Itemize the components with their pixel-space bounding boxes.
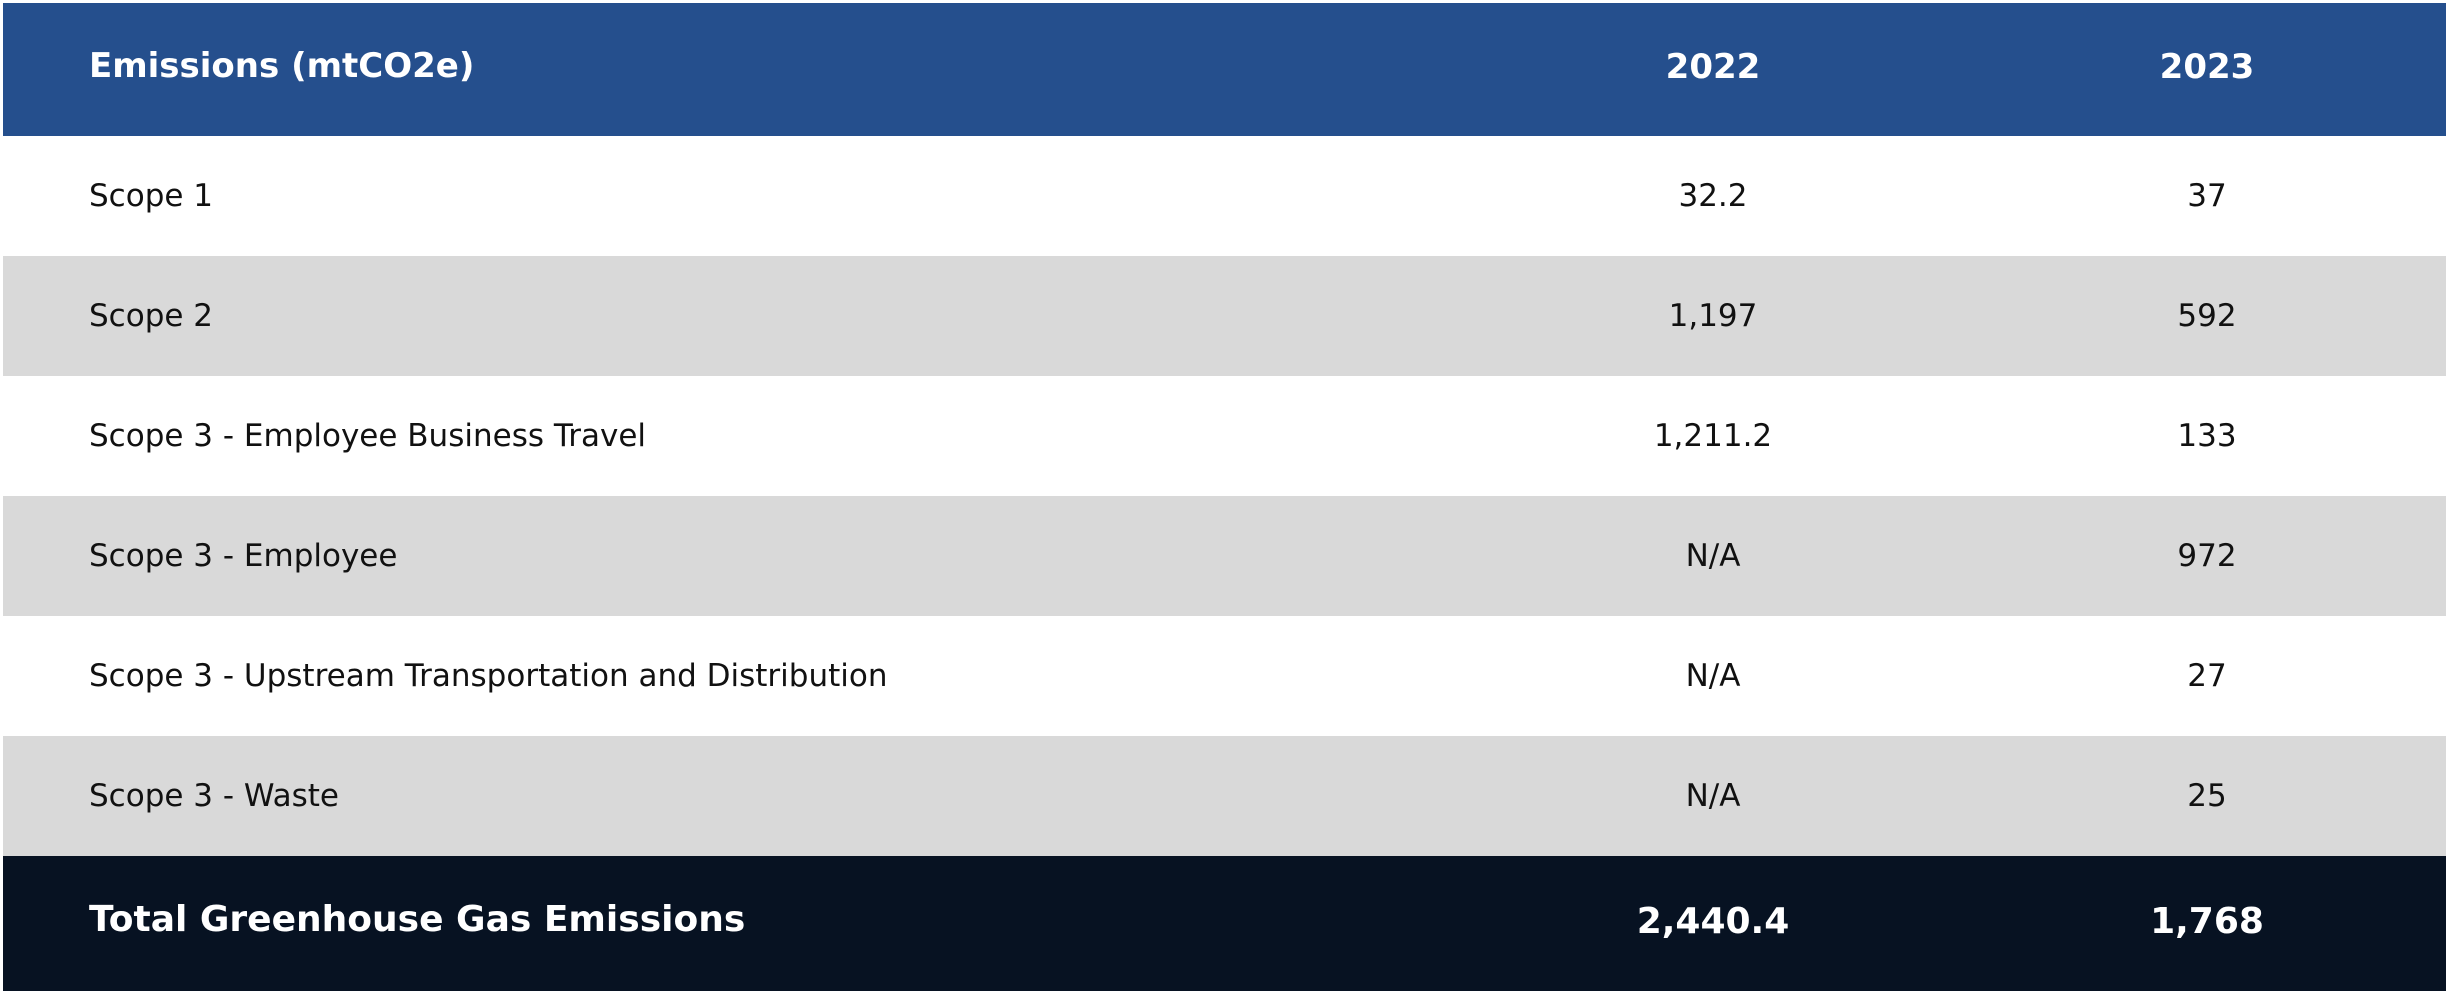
row-label: Scope 3 - Employee — [89, 538, 398, 574]
total-row: Total Greenhouse Gas Emissions 2,440.4 1… — [3, 856, 2446, 991]
total-label: Total Greenhouse Gas Emissions — [89, 899, 746, 940]
table-row: Scope 3 - Waste N/A 25 — [3, 736, 2446, 856]
row-value-2023: 37 — [2187, 178, 2227, 214]
row-value-2023: 25 — [2187, 778, 2227, 814]
total-value-2023: 1,768 — [2150, 901, 2264, 942]
row-value-2023: 972 — [2177, 538, 2237, 574]
header-emissions-label: Emissions (mtCO2e) — [89, 45, 475, 86]
row-value-2022: N/A — [1685, 778, 1741, 814]
table-row: Scope 2 1,197 592 — [3, 256, 2446, 376]
table-row: Scope 1 32.2 37 — [3, 136, 2446, 256]
row-value-2022: 32.2 — [1678, 178, 1748, 214]
row-value-2022: N/A — [1685, 538, 1741, 574]
table-row: Scope 3 - Employee N/A 972 — [3, 496, 2446, 616]
row-label: Scope 2 — [89, 298, 214, 334]
row-value-2022: N/A — [1685, 658, 1741, 694]
row-value-2023: 592 — [2177, 298, 2237, 334]
total-value-2022: 2,440.4 — [1636, 901, 1790, 942]
table-row: Scope 3 - Employee Business Travel 1,211… — [3, 376, 2446, 496]
emissions-table: Emissions (mtCO2e) 2022 2023 Scope 1 32.… — [3, 3, 2446, 998]
row-label: Scope 1 — [89, 178, 214, 214]
table-header-row: Emissions (mtCO2e) 2022 2023 — [3, 3, 2446, 136]
row-value-2022: 1,211.2 — [1653, 418, 1773, 454]
row-label: Scope 3 - Upstream Transportation and Di… — [89, 658, 888, 694]
row-label: Scope 3 - Waste — [89, 778, 339, 814]
header-year-2023: 2023 — [2159, 46, 2255, 87]
header-year-2022: 2022 — [1665, 46, 1761, 87]
row-value-2023: 27 — [2187, 658, 2227, 694]
row-value-2023: 133 — [2177, 418, 2237, 454]
table-row: Scope 3 - Upstream Transportation and Di… — [3, 616, 2446, 736]
row-label: Scope 3 - Employee Business Travel — [89, 418, 647, 454]
row-value-2022: 1,197 — [1668, 298, 1758, 334]
